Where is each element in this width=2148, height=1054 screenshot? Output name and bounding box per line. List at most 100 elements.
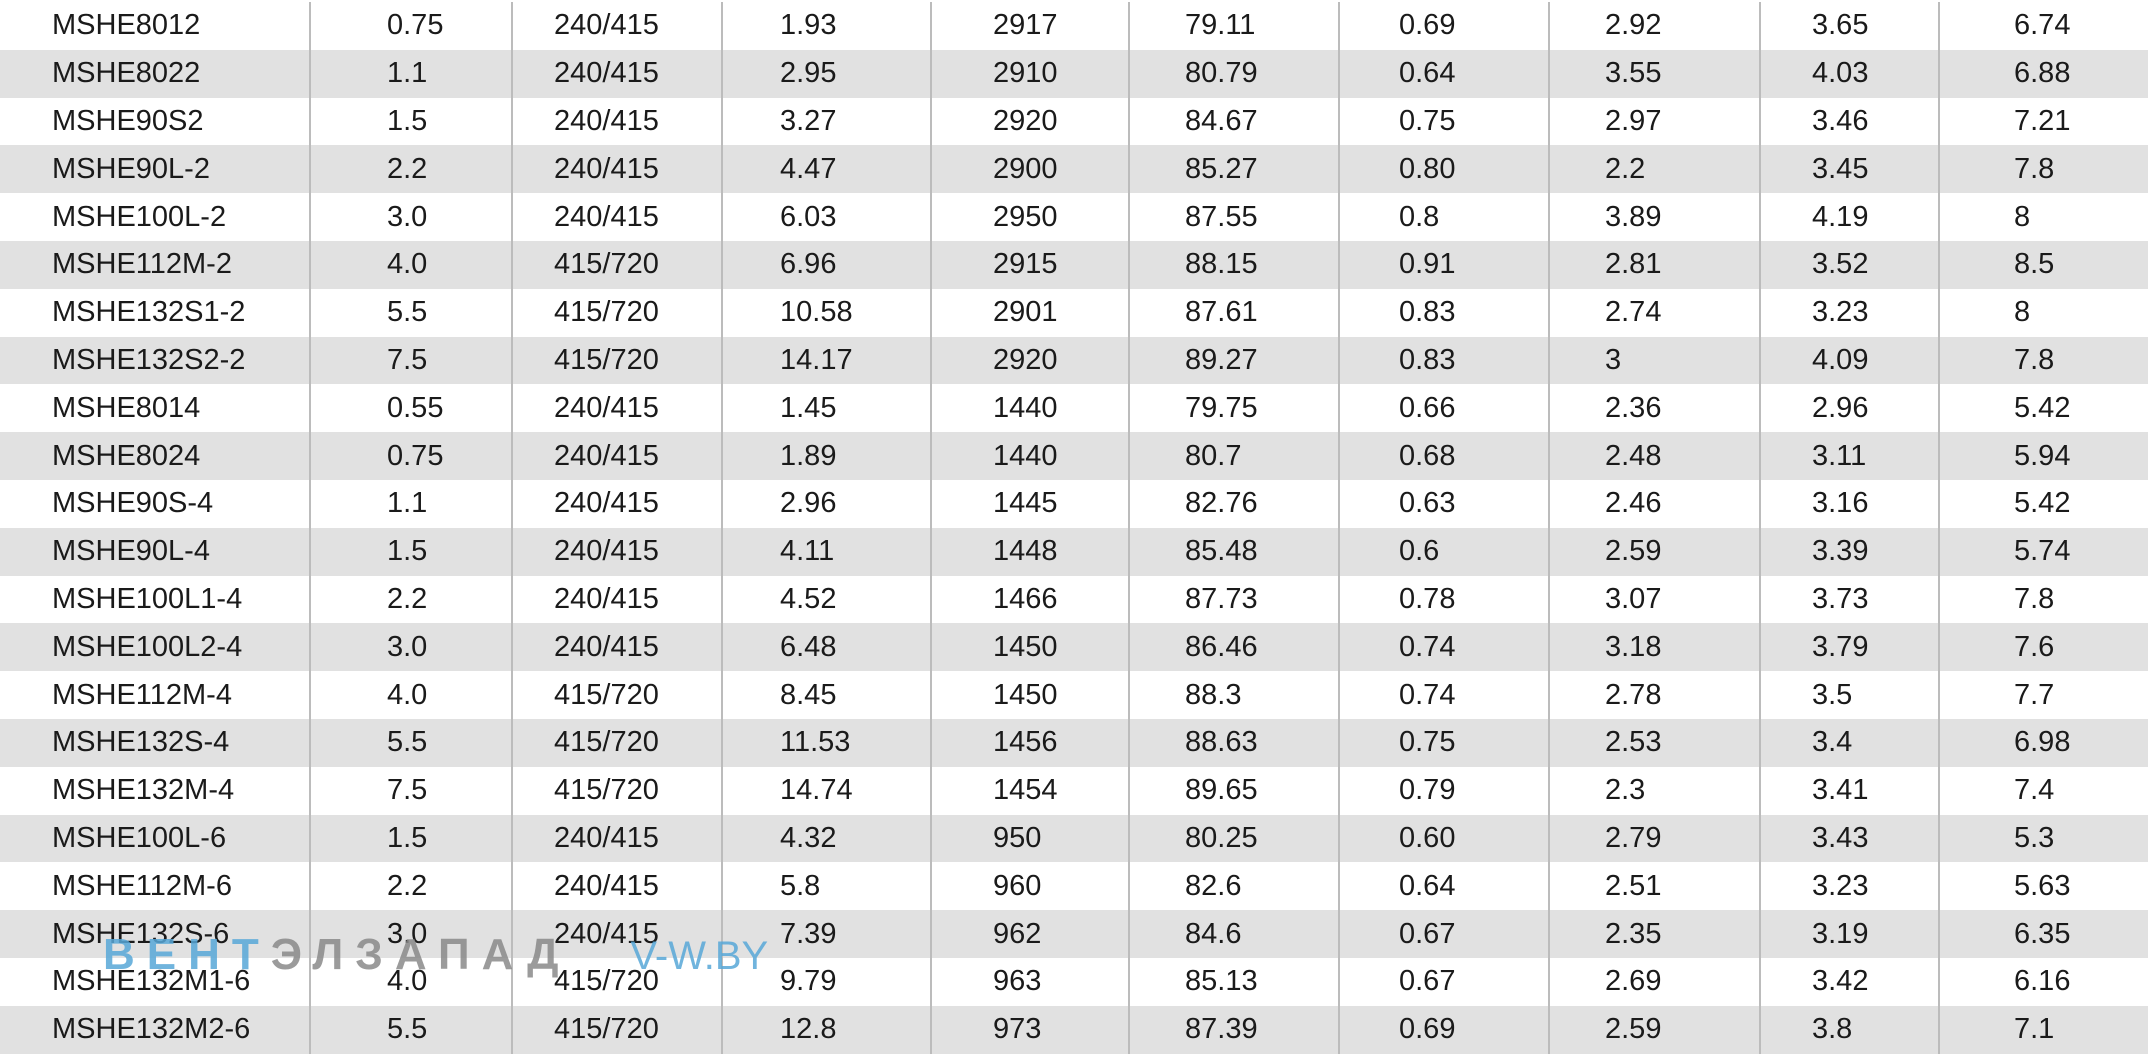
table-cell: 960 <box>930 862 1129 911</box>
table-cell: 3.55 <box>1548 49 1760 98</box>
table-cell: 85.27 <box>1128 145 1339 194</box>
table-cell: 8 <box>1938 193 2148 241</box>
table-cell: 2.59 <box>1548 527 1760 576</box>
table-cell: 6.98 <box>1938 718 2148 767</box>
table-cell: 7.5 <box>309 336 512 385</box>
table-cell: 0.67 <box>1338 957 1549 1006</box>
table-cell: 3.42 <box>1759 957 1939 1006</box>
table-cell: 2.95 <box>721 49 931 98</box>
table-cell: 240/415 <box>511 432 722 480</box>
table-cell: 2.35 <box>1548 910 1760 958</box>
table-row: MSHE8024 0.75 240/415 1.89 1440 80.7 0.68 2.48 3… <box>0 432 2148 480</box>
table-cell: 240/415 <box>511 527 722 576</box>
table-cell: 415/720 <box>511 1005 722 1054</box>
table-cell: 7.6 <box>1938 623 2148 672</box>
table-row: MSHE112M-2 4.0 415/720 6.96 2915 88.15 0.91 2.8… <box>0 240 2148 289</box>
table-cell: 0.75 <box>309 432 512 480</box>
table-cell: 3.0 <box>309 910 512 958</box>
table-cell: 2.97 <box>1548 97 1760 146</box>
table-cell: 5.3 <box>1938 814 2148 863</box>
table-cell: 0.8 <box>1338 193 1549 241</box>
table-cell: 7.8 <box>1938 145 2148 194</box>
table-cell: 240/415 <box>511 814 722 863</box>
table-cell: 6.16 <box>1938 957 2148 1006</box>
table-cell: 6.88 <box>1938 49 2148 98</box>
table-cell: 80.79 <box>1128 49 1339 98</box>
watermark-brand: ВЕНТ <box>103 930 271 979</box>
table-cell: 0.68 <box>1338 432 1549 480</box>
table-cell: 14.74 <box>721 766 931 815</box>
table-cell: 2917 <box>930 2 1129 50</box>
table-cell: 240/415 <box>511 479 722 528</box>
table-cell: 0.63 <box>1338 479 1549 528</box>
table-row: MSHE100L2-4 3.0 240/415 6.48 1450 86.46 0.74 3.… <box>0 623 2148 672</box>
table-cell: MSHE8022 <box>0 49 310 98</box>
table-cell: 2920 <box>930 336 1129 385</box>
table-cell: 1440 <box>930 384 1129 433</box>
table-cell: MSHE132S1-2 <box>52 296 246 329</box>
table-cell: 84.67 <box>1128 97 1339 146</box>
table-cell: 0.55 <box>309 384 512 433</box>
table-cell: 240/415 <box>511 623 722 672</box>
table-cell: 7.1 <box>1938 1005 2148 1054</box>
table-cell: 5.42 <box>1938 479 2148 528</box>
table-cell: 85.48 <box>1128 527 1339 576</box>
table-cell: 11.53 <box>721 718 931 767</box>
table-cell: 962 <box>930 910 1129 958</box>
table-cell: 89.27 <box>1128 336 1339 385</box>
table-cell: 4.11 <box>721 527 931 576</box>
table-cell: 84.6 <box>1128 910 1339 958</box>
table-cell: 3.16 <box>1759 479 1939 528</box>
table-cell: 2950 <box>930 193 1129 241</box>
table-cell: MSHE100L-6 <box>0 814 310 863</box>
table-cell: 0.6 <box>1338 527 1549 576</box>
table-cell: 4.0 <box>309 240 512 289</box>
table-cell: 1456 <box>930 718 1129 767</box>
table-cell: 3.23 <box>1759 862 1939 911</box>
table-cell: 82.76 <box>1128 479 1339 528</box>
table-cell: 3.73 <box>1759 575 1939 624</box>
table-cell: 88.3 <box>1128 671 1339 719</box>
table-cell: 240/415 <box>511 97 722 146</box>
table-cell: 2.48 <box>1548 432 1760 480</box>
table-cell: 0.78 <box>1338 575 1549 624</box>
table-row: MSHE100L1-4 2.2 240/415 4.52 1466 87.73 0.78 3.… <box>0 575 2148 624</box>
table-cell: 2.81 <box>1548 240 1760 289</box>
table-cell: 240/415 <box>511 193 722 241</box>
table-cell: MSHE132S-6 <box>0 910 310 958</box>
table-cell: 3.45 <box>1759 145 1939 194</box>
table-cell: 415/720 <box>511 957 722 1006</box>
table-cell: 2.2 <box>309 862 512 911</box>
table-cell: MSHE100L1-4 <box>52 582 243 615</box>
table-row: MSHE8022 1.1 240/415 2.95 2910 80.79 0.64 3.55 4… <box>0 49 2148 98</box>
table-cell: MSHE8024 <box>0 432 310 480</box>
table-cell: 240/415 <box>511 384 722 433</box>
table-cell: 1466 <box>930 575 1129 624</box>
table-cell: 12.8 <box>721 1005 931 1054</box>
table-cell: 79.75 <box>1128 384 1339 433</box>
table-cell: 86.46 <box>1128 623 1339 672</box>
table-cell: 2.53 <box>1548 718 1760 767</box>
table-cell: 0.74 <box>1338 671 1549 719</box>
table-row: MSHE112M-4 4.0 415/720 8.45 1450 88.3 0.74 2.78… <box>0 671 2148 719</box>
table-cell: 89.65 <box>1128 766 1339 815</box>
table-cell: MSHE132S2-2 <box>0 336 310 385</box>
table-cell: 3.19 <box>1759 910 1939 958</box>
table-cell: 3.27 <box>721 97 931 146</box>
table-cell: 0.69 <box>1338 1005 1549 1054</box>
table-row: MSHE100L-2 3.0 240/415 6.03 2950 87.55 0.8 3.89… <box>0 193 2148 241</box>
table-cell: 1440 <box>930 432 1129 480</box>
table-cell: 2915 <box>930 240 1129 289</box>
table-cell: 2910 <box>930 49 1129 98</box>
table-cell: 4.0 <box>309 671 512 719</box>
table-cell: 8 <box>1938 288 2148 337</box>
table-cell: 2.96 <box>721 479 931 528</box>
table-cell: 0.80 <box>1338 145 1549 194</box>
table-cell: 240/415 <box>511 910 722 958</box>
table-row: MSHE112M-6 2.2 240/415 5.8 960 82.6 0.64 2.51 3.… <box>0 862 2148 911</box>
table-cell: 7.5 <box>309 766 512 815</box>
table-cell: 240/415 <box>511 145 722 194</box>
table-cell: 2.46 <box>1548 479 1760 528</box>
table-cell: 88.63 <box>1128 718 1339 767</box>
table-cell: 3.8 <box>1759 1005 1939 1054</box>
